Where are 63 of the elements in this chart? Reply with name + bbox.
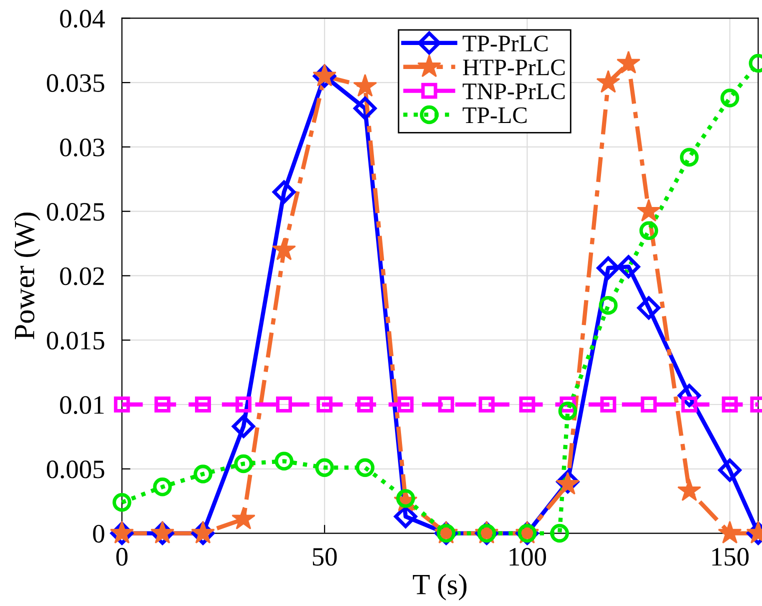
point bbox=[718, 520, 742, 544]
point bbox=[153, 478, 172, 496]
y-tick-label: 0.025 bbox=[46, 202, 104, 221]
point bbox=[637, 296, 660, 320]
point bbox=[680, 148, 699, 167]
y-tick-label: 0.005 bbox=[46, 460, 104, 478]
point bbox=[232, 506, 256, 530]
point bbox=[718, 458, 742, 482]
x-tick-label: 100 bbox=[510, 548, 546, 566]
point bbox=[114, 396, 130, 412]
legend-label: TP-PrLC bbox=[462, 36, 548, 52]
y-tick-label: 0.03 bbox=[60, 138, 104, 156]
y-tick-label: 0.04 bbox=[60, 10, 105, 28]
point bbox=[616, 50, 640, 74]
point bbox=[596, 256, 620, 280]
point bbox=[598, 296, 618, 315]
point bbox=[316, 396, 333, 412]
point bbox=[519, 396, 536, 412]
point bbox=[639, 221, 658, 240]
point bbox=[720, 88, 740, 108]
x-tick-label: 50 bbox=[312, 548, 337, 566]
legend-label: TP-LC bbox=[462, 107, 527, 124]
x-tick-label: 0 bbox=[116, 548, 128, 566]
point bbox=[315, 458, 334, 477]
point bbox=[154, 396, 170, 412]
y-tick-label: 0.02 bbox=[60, 267, 104, 286]
y-tick-label: 0.035 bbox=[46, 74, 104, 92]
point bbox=[722, 396, 738, 412]
point bbox=[276, 396, 292, 412]
point bbox=[274, 452, 294, 471]
point bbox=[398, 396, 414, 412]
point bbox=[681, 396, 698, 412]
point bbox=[194, 464, 212, 484]
point bbox=[353, 74, 378, 97]
y-tick-label: 0.01 bbox=[60, 396, 104, 414]
point bbox=[234, 454, 253, 474]
point bbox=[640, 396, 657, 412]
point bbox=[272, 237, 296, 260]
point bbox=[478, 396, 495, 412]
point bbox=[600, 396, 616, 412]
point bbox=[396, 489, 415, 508]
y-axis-title: Power (W) bbox=[14, 212, 40, 340]
point bbox=[550, 524, 569, 543]
point bbox=[558, 402, 578, 420]
point bbox=[356, 458, 374, 477]
x-axis-title: T (s) bbox=[412, 574, 466, 600]
point bbox=[596, 70, 620, 93]
point bbox=[194, 396, 211, 412]
y-tick-label: 0.015 bbox=[46, 332, 104, 350]
legend-label: TNP-PrLC bbox=[462, 83, 565, 100]
point bbox=[438, 396, 454, 412]
point bbox=[677, 478, 702, 502]
point bbox=[357, 396, 374, 412]
point bbox=[236, 396, 252, 412]
point bbox=[272, 180, 296, 204]
x-tick-label: 150 bbox=[712, 548, 749, 566]
point bbox=[232, 414, 256, 438]
legend-label: HTP-PrLC bbox=[462, 60, 565, 76]
point bbox=[616, 255, 640, 278]
point bbox=[354, 96, 377, 120]
y-tick-label: 0 bbox=[93, 524, 104, 543]
point bbox=[636, 198, 661, 222]
point bbox=[112, 493, 132, 512]
